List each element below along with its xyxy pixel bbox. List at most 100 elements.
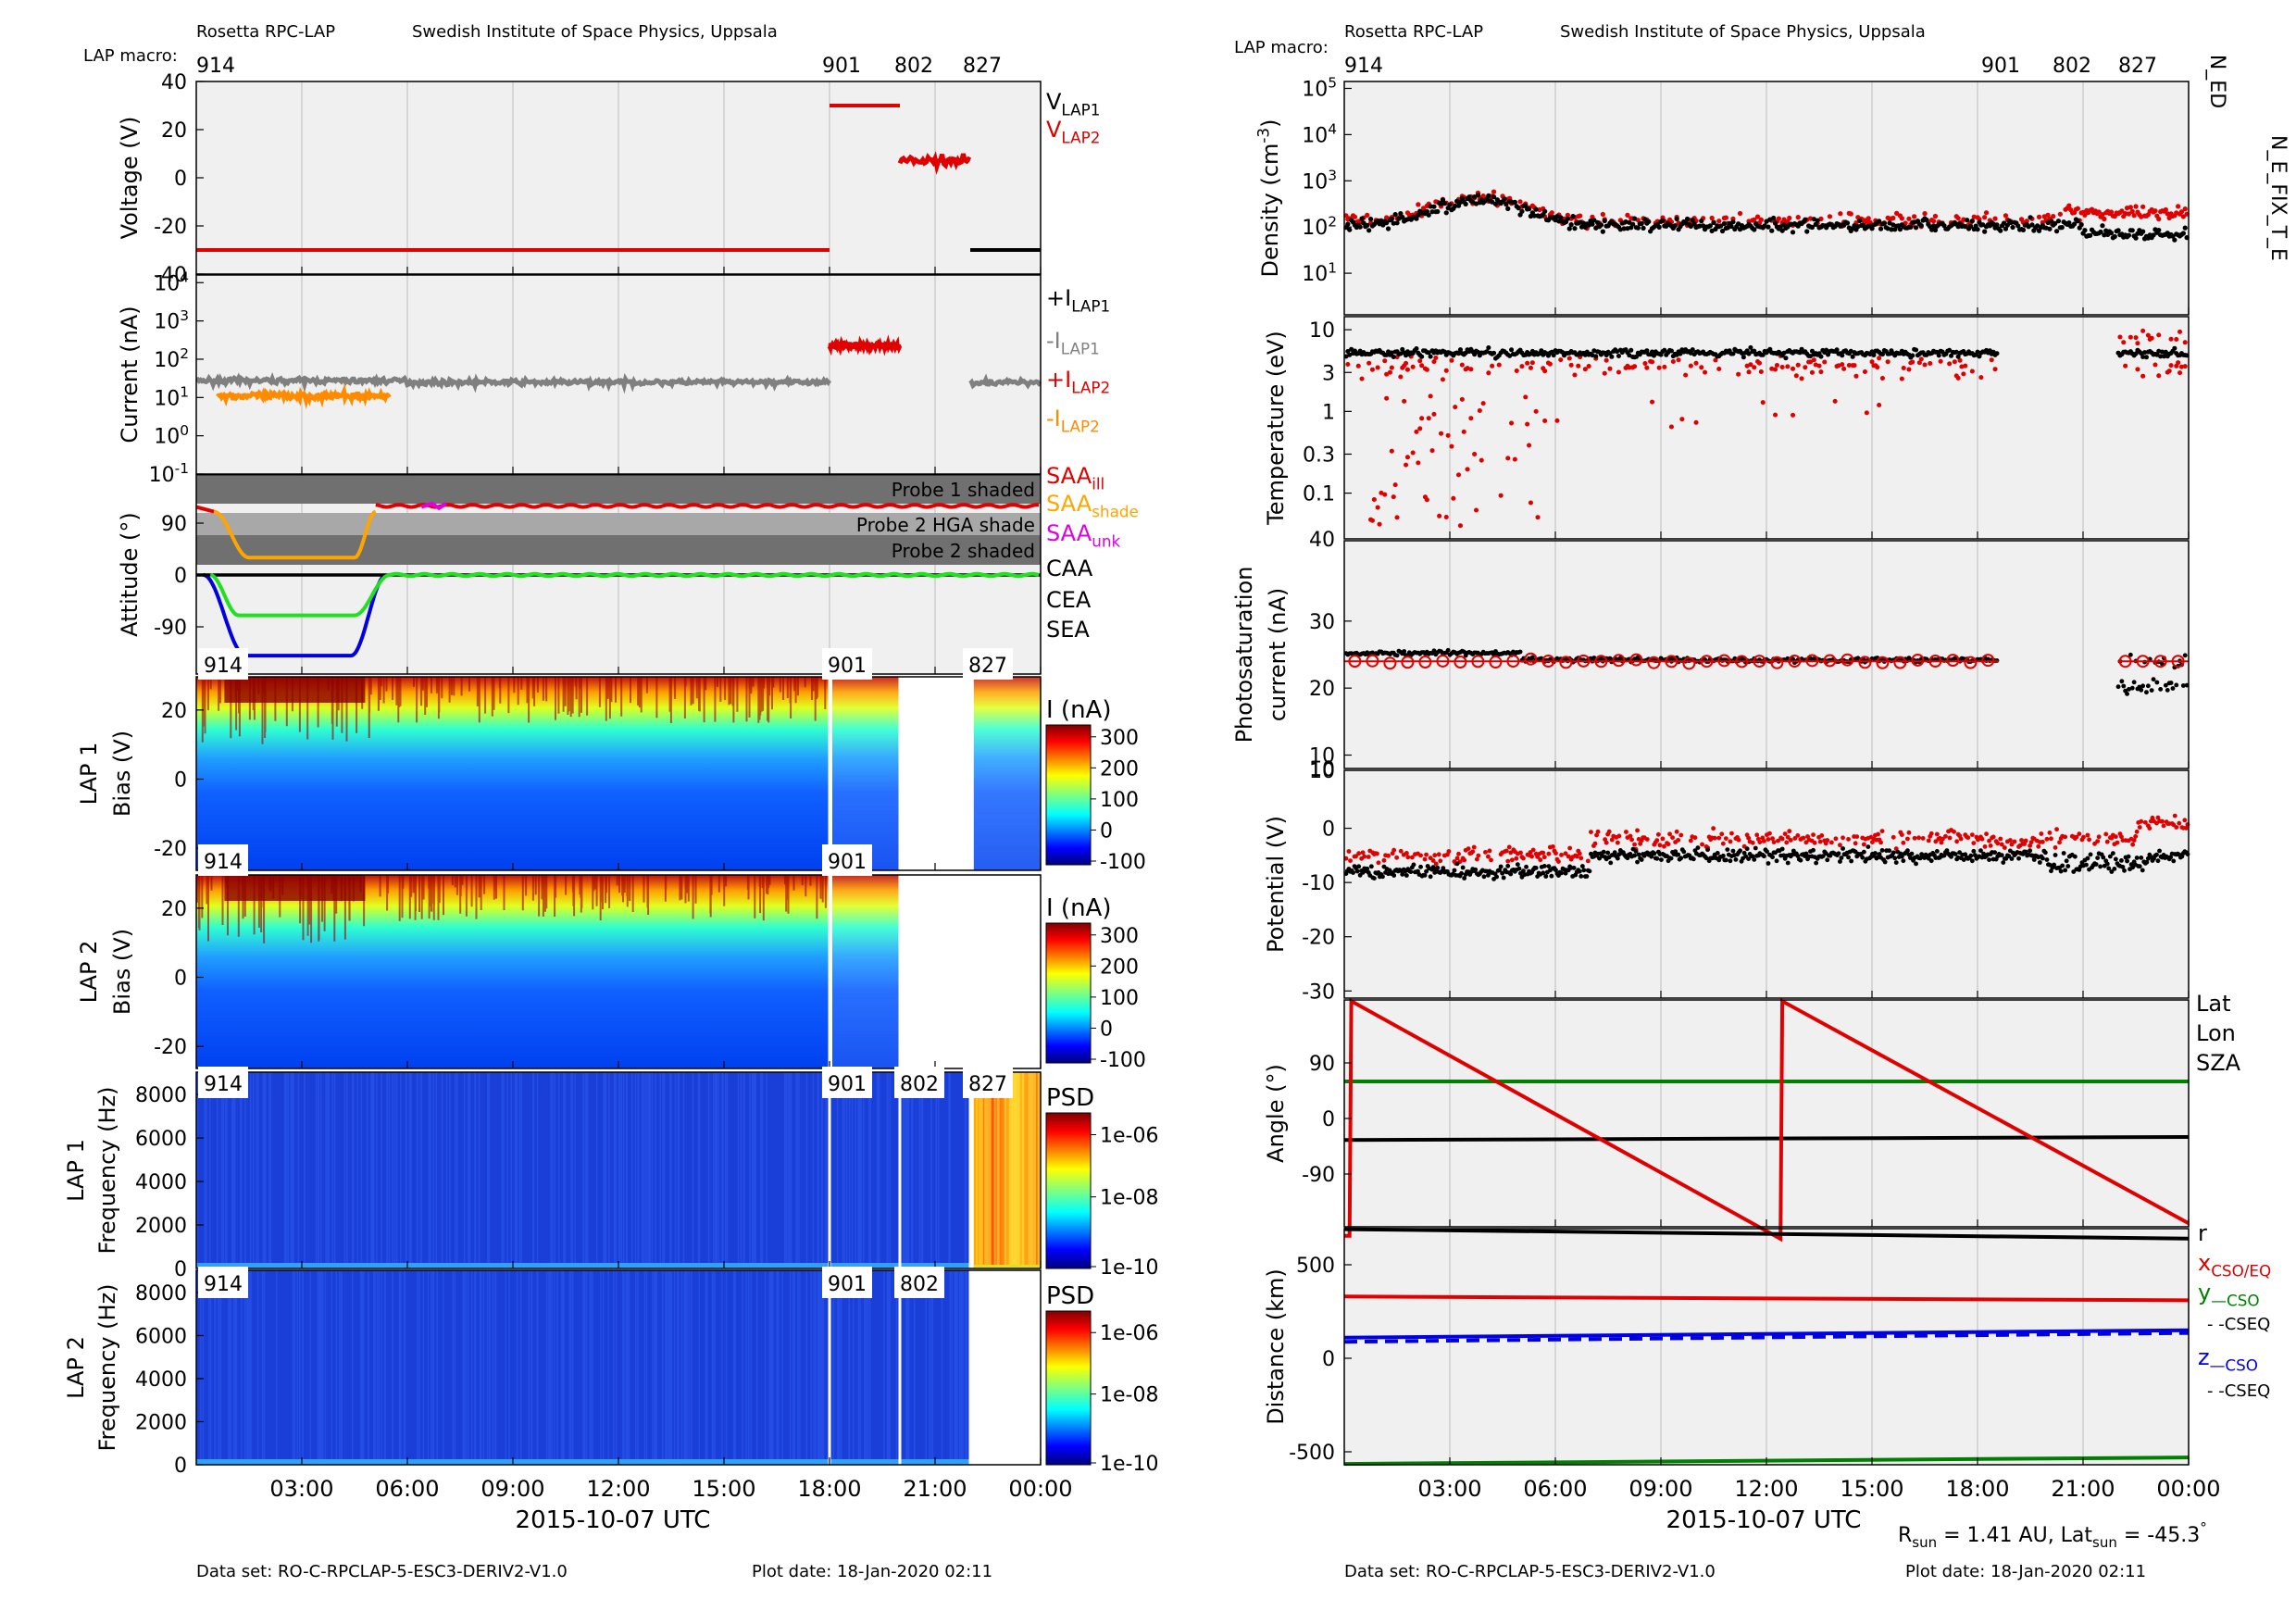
voltage-legend-lap1: VLAP1 — [1046, 89, 1100, 119]
angle-ytick-label: 0 — [1322, 1108, 1335, 1131]
lap1-sweep-ytick-label: 20 — [161, 700, 187, 723]
photosat-marker-60m — [1401, 656, 1415, 669]
left-xtick-label: 03:00 — [269, 1476, 333, 1502]
angle-legend-lon: Lon — [2196, 1020, 2236, 1046]
photosat-marker-60m — [1770, 656, 1784, 669]
lap2-psd-lowfreq — [196, 1459, 970, 1465]
lap2-psd-colorbar-label: 1e-10 — [1100, 1453, 1158, 1476]
right-macro-901: 901 — [1981, 55, 2020, 78]
lap1-sweep-ylabel: LAP 1 — [76, 743, 102, 806]
current-line-minus-ilap1 — [195, 371, 832, 394]
lap2-psd-ytick-label: 2000 — [135, 1411, 187, 1434]
photosat-marker-60m — [1893, 656, 1907, 669]
right-xtick-label: 09:00 — [1628, 1476, 1692, 1502]
lap1-psd-colorbar-label: 1e-10 — [1100, 1256, 1158, 1280]
angle-ytick-label: -90 — [1302, 1164, 1335, 1187]
photosat-marker-60m — [1788, 655, 1802, 668]
right-macro-827: 827 — [2118, 55, 2157, 78]
voltage-legend-lap2: VLAP2 — [1046, 117, 1100, 147]
right-xlabel: 2015-10-07 UTC — [1666, 1506, 1862, 1534]
photosat-marker-60m — [1717, 654, 1731, 668]
right-xtick-label: 12:00 — [1734, 1476, 1798, 1502]
density-ytick-label: 105 — [1302, 75, 1337, 102]
lap1-psd-827-base — [973, 1265, 1041, 1268]
lap2-sweep-map-901 — [832, 875, 900, 1068]
lap2-psd-colorbar-label: 1e-08 — [1100, 1384, 1158, 1407]
angle-line-lat — [1343, 1135, 2190, 1143]
lap2-sweep-colorbar-label: -100 — [1100, 1049, 1146, 1072]
attitude-band-label-probe2: Probe 2 shaded — [892, 540, 1035, 562]
voltage-ytick-label: 0 — [174, 168, 187, 191]
left-instrument: Rosetta RPC-LAP — [196, 22, 335, 42]
photosat-marker-60m — [1612, 654, 1626, 668]
tag-914-d-bg — [198, 1267, 248, 1298]
left-xtick-label: 12:00 — [586, 1476, 650, 1502]
photosat-ytick-label: 10 — [1309, 745, 1335, 768]
photosat-marker-60m — [2171, 655, 2185, 668]
left-footer-dataset: Data set: RO-C-RPCLAP-5-ESC3-DERIV2-V1.0 — [196, 1562, 568, 1581]
tag-827-a-bg — [963, 648, 1013, 680]
lap1-psd-colorbar-title: PSD — [1046, 1084, 1094, 1112]
right-xtick-label: 18:00 — [1945, 1476, 2009, 1502]
tag-901-c: 901 — [828, 1073, 867, 1096]
lap2-sweep-map — [196, 875, 830, 1068]
lap2-sweep-ytick-label: 0 — [174, 968, 187, 991]
left-xtick-label: 21:00 — [903, 1476, 967, 1502]
photosat-marker-60m — [2136, 655, 2150, 668]
attitude-legend-saa-shade: SAAshade — [1046, 491, 1139, 521]
lap1-sweep-colorbar-label: 100 — [1100, 789, 1139, 812]
right-macro-label: LAP macro: — [1234, 38, 1329, 57]
attitude-band-label-probe1: Probe 1 shaded — [892, 479, 1035, 501]
right-rsun-note: Rsun = 1.41 AU, Latsun = -45.3° — [1898, 1519, 2207, 1551]
tag-901-b: 901 — [828, 851, 867, 874]
density-rlabel-ned: N_ED — [2205, 55, 2228, 108]
lap2-sweep-hot — [224, 875, 366, 901]
lap2-psd-colorbar — [1045, 1310, 1092, 1466]
tag-914-a-bg — [198, 648, 248, 680]
lap1-psd-ytick-label: 6000 — [135, 1128, 187, 1151]
distance-line-r — [1343, 1227, 2190, 1241]
lap1-psd-colorbar-label: 1e-08 — [1100, 1187, 1158, 1210]
photosat-marker-60m — [1418, 656, 1432, 669]
photosat-marker-60m — [1348, 655, 1362, 668]
left-macro-label: LAP macro: — [83, 46, 178, 66]
distance-legend-z: z—CSO — [2198, 1344, 2258, 1375]
lap2-sweep-colorbar-label: 100 — [1100, 987, 1139, 1010]
lap2-psd-ytick-label: 6000 — [135, 1325, 187, 1348]
tag-901-b-bg — [822, 844, 872, 876]
photosat-marker-60m — [1841, 653, 1854, 667]
tag-827-c-bg — [963, 1067, 1013, 1098]
left-xtick-label: 09:00 — [480, 1476, 544, 1502]
tag-802-d: 802 — [900, 1273, 939, 1296]
photosat-marker-60m — [1665, 655, 1678, 668]
lap2-sweep-colorbar-title: I (nA) — [1046, 894, 1111, 922]
photosat-marker-60m — [1506, 655, 1520, 668]
photosat-marker-60m — [1682, 656, 1696, 670]
lap1-psd-827-streaks — [976, 1072, 1041, 1268]
current-legend-plus-ilap2: +ILAP2 — [1046, 367, 1110, 397]
attitude-line-saa-unk — [420, 501, 447, 511]
attitude-ytick-label: 90 — [161, 513, 187, 536]
potential-ytick-top: 10 — [1309, 760, 1335, 783]
left-xtick-label: 15:00 — [692, 1476, 755, 1502]
angle-legend-lat: Lat — [2196, 991, 2231, 1017]
distance-ylabel: Distance (km) — [1263, 1268, 1289, 1425]
distance-ytick-label: 0 — [1322, 1348, 1335, 1371]
lap1-sweep-ytick-label: -20 — [154, 838, 187, 861]
lap2-sweep-ylabel-units: Bias (V) — [109, 929, 135, 1015]
current-line-minus-ilap2 — [216, 382, 392, 410]
lap1-psd-lowfreq — [196, 1263, 970, 1268]
angle-line-lon — [1344, 997, 2190, 1243]
temperature-points-te — [1343, 344, 2190, 361]
photosat-marker-60m — [1753, 655, 1766, 668]
photosat-marker-60m — [1964, 656, 1978, 669]
tag-914-b: 914 — [204, 851, 243, 874]
lap2-sweep-ylabel: LAP 2 — [76, 941, 102, 1004]
attitude-band-label-hga: Probe 2 HGA shade — [856, 514, 1035, 536]
lap2-sweep-ytick-label: -20 — [154, 1036, 187, 1059]
left-macro-827: 827 — [963, 55, 1002, 78]
lap2-sweep-colorbar-label: 300 — [1100, 925, 1139, 948]
distance-ytick-label: 500 — [1296, 1255, 1335, 1278]
attitude-legend-sea: SEA — [1046, 617, 1090, 643]
photosat-marker-60m — [1946, 654, 1960, 668]
